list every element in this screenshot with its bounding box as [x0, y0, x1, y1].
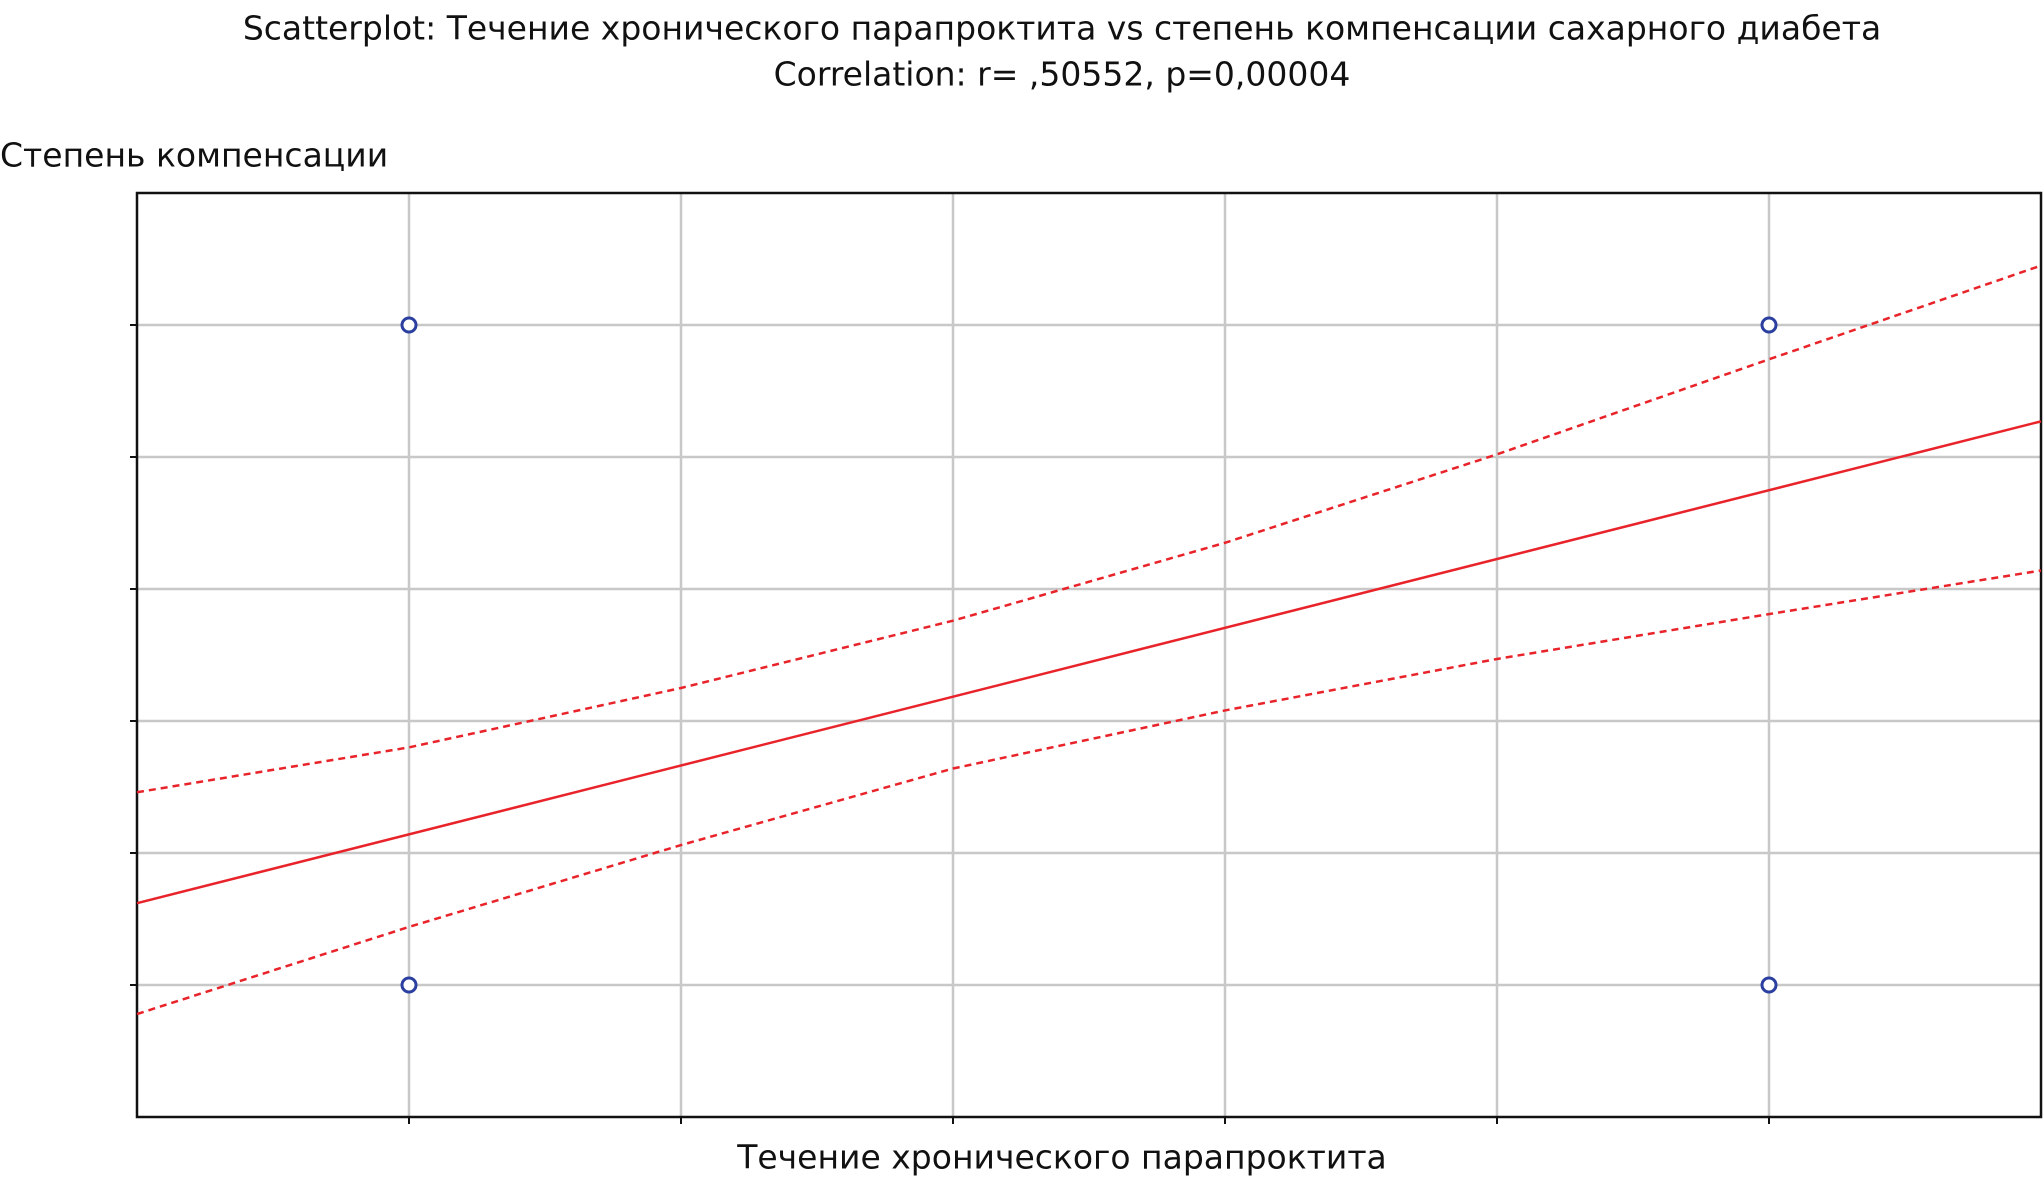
plot-frame: [135, 191, 2043, 1119]
point: [1760, 976, 1778, 994]
confidence-band: [136, 569, 2042, 1016]
confidence-band: [136, 264, 2042, 794]
point: [400, 976, 418, 994]
chart-title: Scatterplot: Течение хронического парапр…: [243, 9, 1881, 48]
point: [1760, 316, 1778, 334]
point: [400, 316, 418, 334]
chart-subtitle: Correlation: r= ,50552, p=0,00004: [774, 55, 1351, 94]
y-axis-label: Степень компенсации: [0, 136, 388, 175]
regression-line: [136, 420, 2042, 905]
x-axis-label: Течение хронического парапроктита: [736, 1138, 1387, 1177]
